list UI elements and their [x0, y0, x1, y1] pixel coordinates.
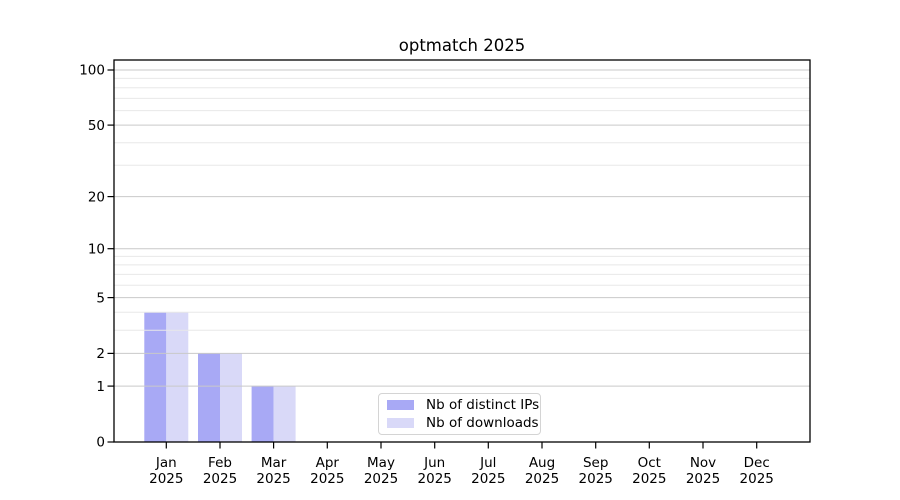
x-tick-label-year-nov: 2025	[686, 471, 720, 487]
y-tick-label-1: 1	[96, 379, 105, 395]
x-tick-label-month-jul: Jul	[479, 455, 496, 471]
x-tick-label-year-apr: 2025	[310, 471, 344, 487]
x-tick-label-year-may: 2025	[364, 471, 398, 487]
x-tick-label-month-feb: Feb	[208, 455, 232, 471]
grid-layer	[114, 69, 810, 387]
y-tick-label-2: 2	[96, 346, 105, 362]
legend-item-distinct-ips: Nb of distinct IPs	[379, 397, 540, 414]
bar-feb-series0	[198, 353, 220, 442]
legend-label-downloads: Nb of downloads	[426, 414, 539, 431]
plot-frame	[113, 59, 811, 443]
x-tick-label-year-aug: 2025	[525, 471, 559, 487]
y-tick-label-100: 100	[79, 63, 105, 79]
legend-label-distinct-ips: Nb of distinct IPs	[426, 397, 540, 414]
x-tick-label-month-apr: Apr	[316, 455, 340, 471]
x-tick-label-month-mar: Mar	[261, 455, 287, 471]
x-tick-label-month-jun: Jun	[423, 455, 445, 471]
legend-item-downloads: Nb of downloads	[379, 414, 540, 431]
legend-swatch-distinct-ips	[387, 400, 414, 411]
x-tick-label-month-nov: Nov	[690, 455, 716, 471]
bar-mar-series0	[251, 386, 274, 442]
bar-jan-series1	[166, 312, 189, 442]
axis-labels-layer: 0125102050100Jan2025Feb2025Mar2025Apr202…	[79, 63, 774, 487]
bars-layer	[144, 312, 296, 442]
axis-ticks-layer	[107, 69, 758, 449]
chart-title: optmatch 2025	[399, 36, 525, 55]
x-tick-label-month-may: May	[367, 455, 395, 471]
y-tick-label-20: 20	[88, 189, 105, 205]
x-tick-label-month-oct: Oct	[638, 455, 661, 471]
y-tick-label-10: 10	[88, 241, 105, 257]
x-tick-label-year-jul: 2025	[471, 471, 505, 487]
x-tick-label-year-jan: 2025	[149, 471, 183, 487]
x-tick-label-month-jan: Jan	[155, 455, 177, 471]
x-tick-label-year-oct: 2025	[632, 471, 666, 487]
y-tick-label-5: 5	[96, 290, 105, 306]
legend: Nb of distinct IPs Nb of downloads	[378, 393, 541, 435]
y-tick-label-0: 0	[96, 435, 105, 451]
bar-mar-series1	[273, 386, 296, 442]
bar-feb-series1	[220, 353, 242, 442]
x-tick-label-year-mar: 2025	[256, 471, 290, 487]
x-tick-label-month-aug: Aug	[529, 455, 555, 471]
x-tick-label-year-jun: 2025	[418, 471, 452, 487]
y-tick-label-50: 50	[88, 118, 105, 134]
legend-swatch-downloads	[387, 417, 414, 428]
x-tick-label-year-feb: 2025	[203, 471, 237, 487]
x-tick-label-month-sep: Sep	[583, 455, 608, 471]
x-tick-label-year-dec: 2025	[740, 471, 774, 487]
bar-jan-series0	[144, 312, 167, 442]
x-tick-label-year-sep: 2025	[579, 471, 613, 487]
x-tick-label-month-dec: Dec	[744, 455, 770, 471]
